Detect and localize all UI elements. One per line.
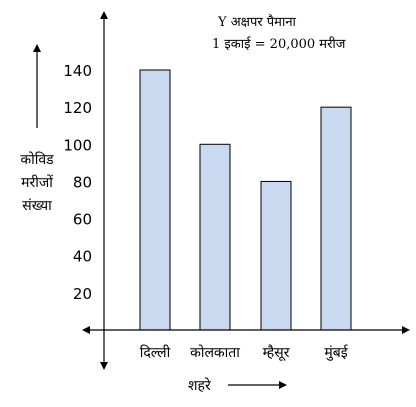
scale-note-line-1: Y अक्षपर पैमाना xyxy=(217,14,297,30)
x-category-labels: दिल्ली कोलकाता म्हैसूर मुंबई xyxy=(140,344,349,361)
y-tick-label: 120 xyxy=(63,99,92,117)
bar xyxy=(321,107,351,330)
y-tick-label: 80 xyxy=(73,173,92,191)
bar xyxy=(200,144,230,330)
bar xyxy=(261,181,291,330)
x-category-label: मुंबई xyxy=(324,344,348,361)
x-category-label: म्हैसूर xyxy=(263,344,290,361)
scale-note-line-2: 1 इकाई = 20,000 मरीज xyxy=(212,36,346,52)
y-tick-label: 60 xyxy=(73,211,92,229)
y-axis-label-line-1: कोविड xyxy=(20,151,54,168)
x-category-label: कोलकाता xyxy=(190,344,240,361)
bar xyxy=(140,70,170,330)
bars-group xyxy=(140,70,351,330)
x-category-label: दिल्ली xyxy=(140,344,171,361)
y-tick-label: 20 xyxy=(73,285,92,303)
y-tick-labels: 20 40 60 80 100 120 140 xyxy=(63,62,92,303)
y-axis-label-line-3: संख्या xyxy=(22,198,52,214)
x-axis-label: शहरे xyxy=(188,377,211,394)
y-tick-label: 40 xyxy=(73,248,92,266)
y-tick-label: 140 xyxy=(63,62,92,80)
y-axis-label-line-2: मरीजों xyxy=(21,174,53,191)
y-tick-label: 100 xyxy=(63,136,92,154)
